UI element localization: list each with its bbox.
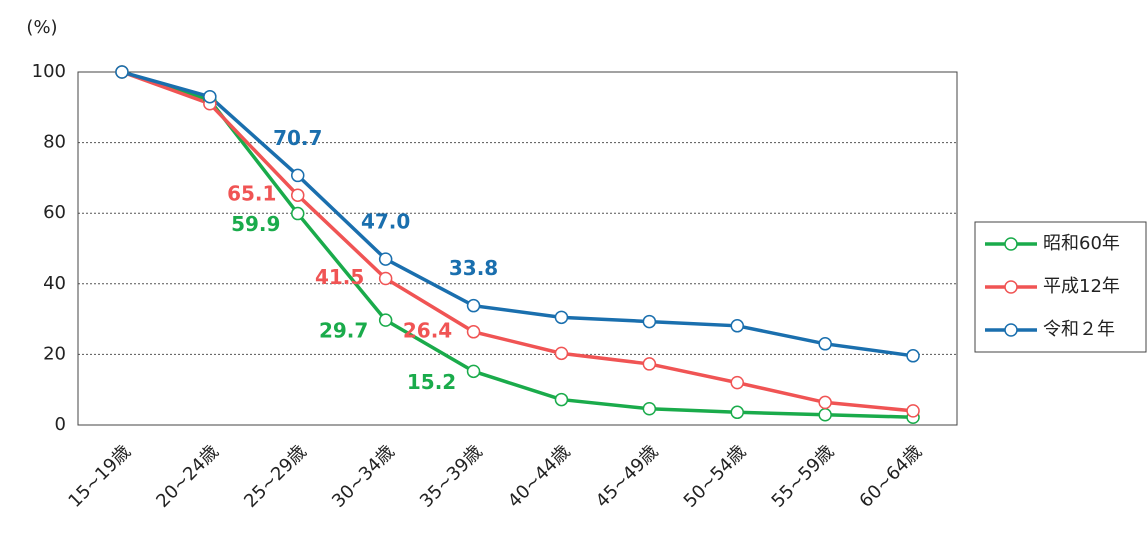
data-label: 26.4 xyxy=(403,318,452,342)
legend-label: 昭和60年 xyxy=(1043,233,1120,254)
data-point xyxy=(291,188,305,202)
x-tick-label: 45~49歳 xyxy=(592,441,663,512)
x-tick-label: 30~34歳 xyxy=(328,441,399,512)
data-label: 15.2 xyxy=(407,370,456,394)
data-label: 59.9 xyxy=(231,212,280,236)
data-point xyxy=(466,298,481,313)
data-label: 41.5 xyxy=(315,265,364,289)
data-point xyxy=(730,405,744,420)
data-point xyxy=(554,346,569,361)
x-tick-label: 35~39歳 xyxy=(416,441,487,512)
y-tick-label: 0 xyxy=(55,414,66,435)
data-point xyxy=(378,252,393,266)
data-point xyxy=(203,89,217,104)
data-point xyxy=(818,395,832,410)
y-axis-label: (%) xyxy=(26,17,57,38)
data-point xyxy=(642,314,657,329)
y-tick-label: 40 xyxy=(43,273,66,294)
data-label: 70.7 xyxy=(273,126,322,150)
legend-marker xyxy=(1004,237,1018,251)
data-point xyxy=(291,168,305,183)
data-point xyxy=(554,392,569,407)
x-tick-label: 25~29歳 xyxy=(240,441,311,512)
y-tick-label: 60 xyxy=(43,202,66,223)
data-point xyxy=(818,337,832,351)
legend-marker xyxy=(1004,323,1018,337)
y-tick-label: 80 xyxy=(43,132,66,153)
data-point xyxy=(818,408,832,422)
x-tick-label: 50~54歳 xyxy=(680,441,751,512)
data-label: 33.8 xyxy=(449,256,498,280)
x-tick-label: 55~59歳 xyxy=(768,441,839,512)
x-tick-label: 40~44歳 xyxy=(504,441,575,512)
data-label: 29.7 xyxy=(319,319,368,343)
data-point xyxy=(554,310,569,325)
series-line xyxy=(121,70,914,413)
legend-label: 平成12年 xyxy=(1043,276,1120,297)
data-point xyxy=(466,325,481,339)
data-point xyxy=(906,349,920,363)
data-point xyxy=(906,404,920,418)
legend-label: 令和２年 xyxy=(1043,319,1115,340)
data-point xyxy=(115,65,129,79)
series-line xyxy=(121,70,914,419)
series-line xyxy=(121,70,914,358)
plot-frame xyxy=(77,71,958,426)
y-tick-label: 20 xyxy=(43,343,66,364)
data-label: 47.0 xyxy=(361,210,410,234)
x-tick-label: 20~24歳 xyxy=(152,441,223,512)
data-point xyxy=(466,364,481,379)
x-tick-label: 15~19歳 xyxy=(64,441,135,512)
data-point xyxy=(642,357,657,371)
y-tick-label: 100 xyxy=(32,61,66,82)
data-point xyxy=(378,313,393,327)
data-point xyxy=(730,319,744,333)
data-point xyxy=(642,402,657,416)
x-tick-label: 60~64歳 xyxy=(855,441,926,512)
legend-marker xyxy=(1004,280,1018,294)
data-point xyxy=(291,206,305,221)
data-point xyxy=(730,375,744,390)
data-point xyxy=(378,271,393,286)
data-label: 65.1 xyxy=(227,182,276,206)
